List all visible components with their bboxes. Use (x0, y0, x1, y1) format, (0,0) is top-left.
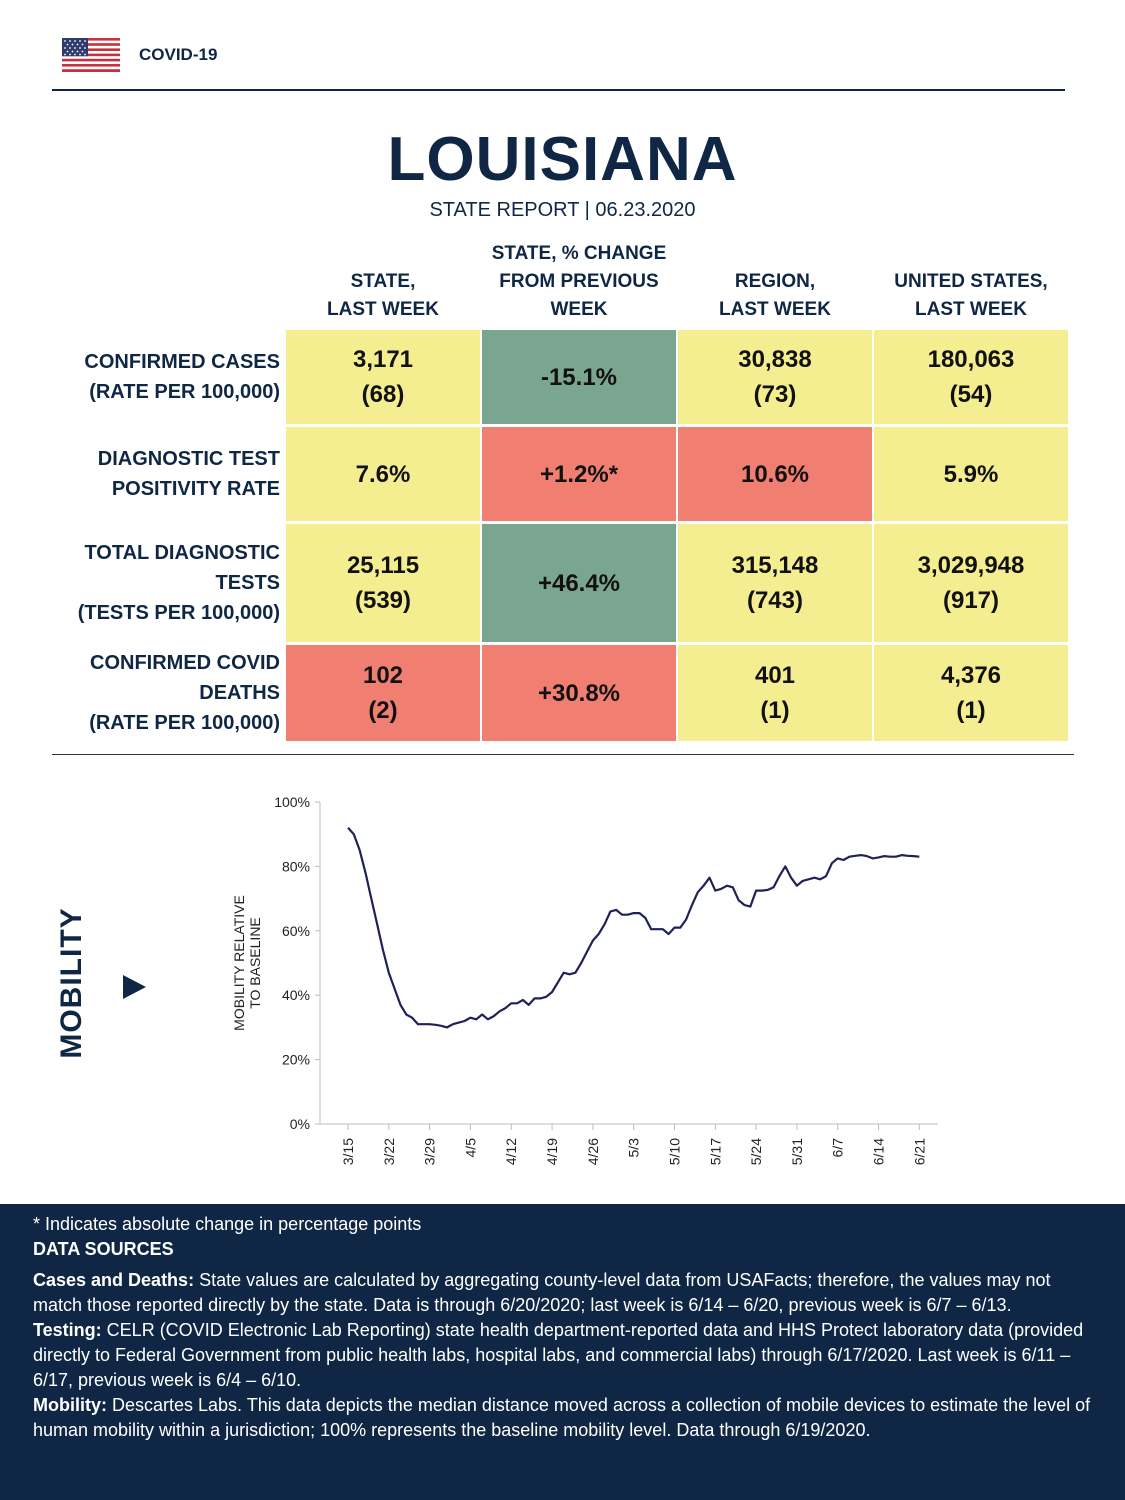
row-header-total-tests: TOTAL DIAGNOSTIC TESTS (TESTS PER 100,00… (40, 524, 280, 642)
header-brand: COVID-19 (139, 45, 218, 64)
table-cell: 4,376 (1) (874, 645, 1068, 741)
table-cell: 25,115 (539) (286, 524, 480, 642)
x-tick-label: 4/26 (585, 1138, 601, 1165)
x-tick-label: 3/29 (422, 1138, 438, 1165)
table-cell: 401 (1) (678, 645, 872, 741)
x-tick-label: 5/10 (666, 1138, 682, 1165)
data-sources-body: Cases and Deaths: State values are calcu… (33, 1268, 1095, 1443)
y-tick-label: 0% (290, 1116, 310, 1132)
y-tick-label: 80% (282, 858, 310, 874)
row-header-deaths: CONFIRMED COVID DEATHS (RATE PER 100,000… (40, 645, 280, 741)
source-label: Mobility: (33, 1395, 107, 1415)
table-cell: 3,171 (68) (286, 330, 480, 424)
row-header-label: DIAGNOSTIC TEST POSITIVITY RATE (97, 448, 280, 500)
x-tick-label: 6/14 (871, 1138, 887, 1165)
table-cell: -15.1% (482, 330, 676, 424)
column-header-state-change: STATE, % CHANGE FROM PREVIOUS WEEK (482, 243, 676, 324)
footer-panel: * Indicates absolute change in percentag… (0, 1204, 1125, 1500)
table-cell: 7.6% (286, 427, 480, 521)
table-cell: +1.2%* (482, 427, 676, 521)
us-flag-icon (62, 38, 120, 72)
table-cell: 10.6% (678, 427, 872, 521)
column-header-label: REGION, LAST WEEK (719, 271, 831, 320)
x-tick-label: 3/22 (381, 1138, 397, 1165)
y-tick-label: 60% (282, 923, 310, 939)
mobility-section-label: MOBILITY (55, 907, 88, 1059)
y-tick-label: 20% (282, 1052, 310, 1068)
source-testing: Testing: CELR (COVID Electronic Lab Repo… (33, 1318, 1095, 1393)
row-header-confirmed-cases: CONFIRMED CASES (RATE PER 100,000) (40, 330, 280, 424)
y-tick-label: 40% (282, 987, 310, 1003)
x-tick-label: 4/12 (503, 1138, 519, 1165)
table-cell: 180,063 (54) (874, 330, 1068, 424)
y-axis-label-line: MOBILITY RELATIVE (231, 895, 247, 1031)
source-text: Descartes Labs. This data depicts the me… (33, 1395, 1091, 1440)
table-cell: 5.9% (874, 427, 1068, 521)
row-header-label: TOTAL DIAGNOSTIC TESTS (TESTS PER 100,00… (77, 542, 280, 624)
source-mobility: Mobility: Descartes Labs. This data depi… (33, 1393, 1095, 1443)
source-label: Cases and Deaths: (33, 1270, 195, 1290)
column-header-label: UNITED STATES, LAST WEEK (894, 271, 1048, 320)
play-arrow-icon (123, 975, 146, 999)
column-header-region: REGION, LAST WEEK (678, 244, 872, 324)
mobility-chart: 0% 20% 40% 60% 80% 100% 3/15 3/22 3/29 4/5 4/12 4/1… (231, 794, 938, 1165)
header-divider (52, 89, 1065, 91)
source-text: CELR (COVID Electronic Lab Reporting) st… (33, 1320, 1084, 1390)
table-cell: 30,838 (73) (678, 330, 872, 424)
data-sources-heading: DATA SOURCES (33, 1239, 174, 1259)
page-title: LOUISIANA (387, 125, 738, 194)
table-cell: 3,029,948 (917) (874, 524, 1068, 642)
table-cell: +46.4% (482, 524, 676, 642)
x-tick-label: 4/5 (462, 1138, 478, 1158)
table-cell: 315,148 (743) (678, 524, 872, 642)
y-tick-label: 100% (274, 794, 310, 810)
source-label: Testing: (33, 1320, 102, 1340)
x-tick-label: 5/31 (789, 1138, 805, 1165)
mobility-series-line (347, 827, 920, 1029)
column-header-united-states: UNITED STATES, LAST WEEK (874, 244, 1068, 324)
x-tick-label: 6/7 (830, 1138, 846, 1158)
row-header-label: CONFIRMED COVID DEATHS (RATE PER 100,000… (89, 652, 280, 734)
table-cell: 102 (2) (286, 645, 480, 741)
x-tick-label: 6/21 (911, 1138, 927, 1165)
footnote: * Indicates absolute change in percentag… (33, 1214, 422, 1234)
table-cell: +30.8% (482, 645, 676, 741)
x-tick-label: 3/15 (340, 1138, 356, 1165)
y-axis-label-line: TO BASELINE (247, 917, 263, 1009)
row-header-label: CONFIRMED CASES (RATE PER 100,000) (84, 351, 280, 403)
column-header-label: STATE, % CHANGE FROM PREVIOUS WEEK (491, 243, 667, 320)
column-header-label: STATE, LAST WEEK (327, 271, 439, 320)
row-header-positivity: DIAGNOSTIC TEST POSITIVITY RATE (40, 427, 280, 521)
y-axis-label: MOBILITY RELATIVE TO BASELINE (231, 895, 263, 1031)
x-tick-label: 5/17 (707, 1138, 723, 1165)
x-tick-label: 5/3 (626, 1138, 642, 1158)
source-cases-deaths: Cases and Deaths: State values are calcu… (33, 1268, 1095, 1318)
source-text: State values are calculated by aggregati… (33, 1270, 1051, 1315)
x-tick-label: 4/19 (544, 1138, 560, 1165)
column-header-state-last-week: STATE, LAST WEEK (286, 244, 480, 324)
page-subtitle: STATE REPORT | 06.23.2020 (429, 199, 696, 221)
section-divider (52, 754, 1074, 755)
x-tick-label: 5/24 (748, 1138, 764, 1165)
